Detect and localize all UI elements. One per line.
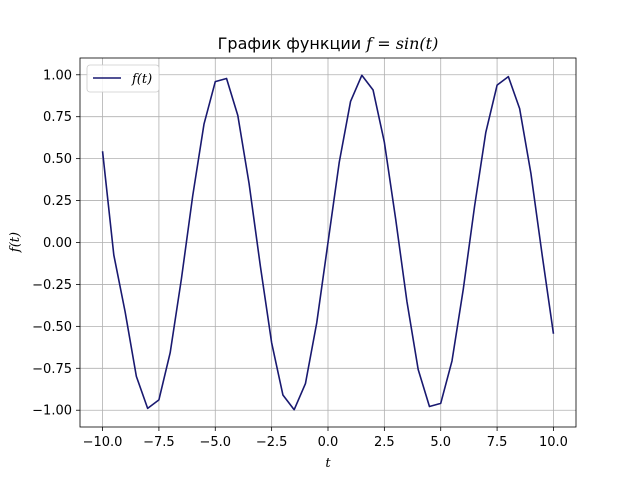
y-tick-label: 1.00 bbox=[43, 68, 72, 83]
y-tick-label: −0.25 bbox=[32, 278, 72, 293]
y-tick-label: −0.50 bbox=[32, 320, 72, 335]
y-tick-label: 0.75 bbox=[43, 110, 72, 125]
legend-label: f(t) bbox=[131, 72, 152, 87]
chart-title-text: График функции bbox=[218, 34, 367, 53]
x-tick-label: 2.5 bbox=[374, 435, 395, 450]
x-tick-label: −7.5 bbox=[143, 435, 175, 450]
x-tick-label: −5.0 bbox=[199, 435, 231, 450]
y-axis-label: f(t) bbox=[8, 232, 23, 253]
ticks: −10.0 −7.5 −5.0 −2.5 0.0 2.5 5.0 7.5 10.0 −1.00 −0… bbox=[32, 68, 568, 450]
y-tick-label: 0.00 bbox=[43, 236, 72, 251]
y-tick-label: 0.25 bbox=[43, 194, 72, 209]
x-tick-label: 5.0 bbox=[430, 435, 451, 450]
y-tick-label: −1.00 bbox=[32, 404, 72, 419]
legend-box bbox=[86, 64, 160, 93]
y-tick-label: −0.75 bbox=[32, 362, 72, 377]
y-tick-label: 0.50 bbox=[43, 152, 72, 167]
chart-title: График функции f = sin(t) bbox=[218, 34, 439, 53]
x-tick-label: 7.5 bbox=[487, 435, 508, 450]
x-axis-label: t bbox=[325, 456, 331, 471]
series-line-0 bbox=[101, 74, 555, 411]
x-tick-label: 10.0 bbox=[539, 435, 568, 450]
x-tick-label: −2.5 bbox=[256, 435, 288, 450]
chart-title-math: f = sin(t) bbox=[365, 34, 438, 53]
x-tick-label: 0.0 bbox=[318, 435, 339, 450]
x-tick-label: −10.0 bbox=[83, 435, 123, 450]
legend: f(t) bbox=[86, 64, 160, 93]
plot-area bbox=[101, 74, 555, 411]
